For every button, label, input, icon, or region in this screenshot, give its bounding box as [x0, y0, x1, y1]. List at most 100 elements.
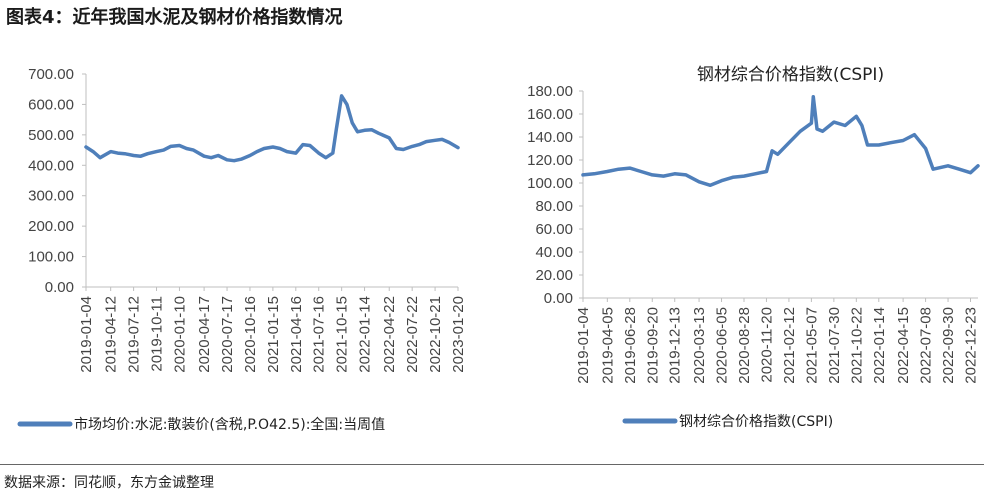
- data-point: [684, 173, 688, 177]
- data-point: [855, 115, 858, 118]
- data-point: [440, 138, 444, 141]
- x-tick-label: 2020-03-13: [691, 307, 708, 384]
- data-point: [931, 168, 935, 171]
- data-point: [210, 156, 213, 159]
- x-tick-label: 2020-07-17: [219, 296, 236, 373]
- x-tick-label: 2022-04-22: [381, 296, 398, 373]
- x-tick-label: 2021-02-12: [781, 307, 798, 384]
- data-point: [155, 150, 158, 153]
- data-point: [639, 170, 643, 173]
- data-point: [673, 172, 676, 175]
- x-tick-label: 2020-01-10: [171, 296, 188, 373]
- y-tick-label: 0.00: [45, 279, 74, 296]
- x-tick-label: 2022-01-14: [871, 307, 888, 384]
- data-point: [662, 174, 665, 178]
- x-tick-label: 2023-01-20: [450, 296, 467, 373]
- data-point: [720, 179, 723, 182]
- x-tick-label: 2021-05-07: [803, 307, 820, 384]
- data-point: [709, 184, 712, 187]
- x-tick-label: 2019-04-12: [103, 296, 120, 373]
- data-point: [225, 158, 229, 161]
- data-point: [810, 122, 813, 125]
- data-point: [84, 145, 88, 149]
- data-point: [308, 144, 312, 147]
- data-point: [425, 140, 428, 143]
- data-point: [262, 147, 266, 150]
- data-point: [821, 130, 824, 133]
- x-tick-label: 2021-10-22: [848, 307, 865, 384]
- data-point: [146, 152, 149, 155]
- data-point: [402, 148, 405, 151]
- x-tick-label: 2021-07-30: [826, 307, 843, 384]
- data-point: [116, 151, 119, 155]
- x-tick-label: 2020-11-20: [758, 307, 775, 383]
- series-line: [84, 94, 460, 163]
- x-tick-label: 2019-12-13: [667, 307, 684, 384]
- data-point: [456, 146, 460, 149]
- data-point: [301, 143, 305, 146]
- data-point: [628, 166, 631, 170]
- data-point: [433, 139, 437, 142]
- data-point: [888, 141, 892, 144]
- x-tick-label: 2019-01-04: [78, 296, 95, 373]
- data-point: [976, 164, 980, 167]
- data-point: [969, 171, 972, 174]
- data-point: [169, 145, 172, 148]
- legend-label: 钢材综合价格指数(CSPI): [679, 414, 833, 430]
- data-point: [370, 128, 373, 131]
- data-point: [294, 151, 297, 155]
- data-point: [860, 124, 864, 127]
- data-point: [185, 147, 188, 150]
- data-point: [317, 151, 320, 155]
- data-point: [109, 150, 112, 153]
- y-tick-label: 80.00: [535, 198, 573, 215]
- data-point: [411, 145, 414, 148]
- data-point: [866, 143, 869, 147]
- data-point: [765, 170, 768, 173]
- y-tick-label: 700.00: [28, 66, 74, 83]
- data-point: [617, 168, 620, 171]
- data-point: [278, 147, 282, 150]
- chart-title: 钢材综合价格指数(CSPI): [697, 65, 884, 85]
- data-point: [285, 150, 289, 153]
- data-point: [271, 145, 275, 149]
- data-point: [340, 94, 343, 98]
- data-point: [248, 154, 252, 157]
- data-point: [192, 148, 195, 152]
- x-tick-label: 2019-09-20: [644, 307, 661, 384]
- data-point: [877, 143, 880, 147]
- data-point: [593, 172, 596, 175]
- x-tick-label: 2022-04-15: [895, 307, 912, 384]
- data-point: [799, 130, 802, 133]
- data-point: [606, 170, 609, 173]
- data-point: [770, 149, 774, 152]
- y-tick-label: 500.00: [28, 127, 74, 144]
- x-tick-label: 2019-07-12: [126, 296, 143, 373]
- data-point: [395, 147, 398, 150]
- data-point: [418, 143, 421, 146]
- x-tick-label: 2021-10-15: [334, 296, 351, 373]
- data-point: [958, 168, 961, 171]
- y-tick-label: 400.00: [28, 157, 74, 174]
- data-point: [787, 141, 791, 144]
- series-line: [581, 95, 980, 188]
- data-point: [901, 139, 905, 142]
- y-tick-label: 180.00: [527, 83, 573, 100]
- x-tick-label: 2021-04-16: [288, 296, 305, 373]
- x-tick-label: 2020-08-28: [736, 307, 753, 384]
- data-point: [832, 120, 836, 124]
- data-point: [202, 155, 206, 158]
- data-point: [776, 153, 779, 156]
- y-tick-label: 0.00: [544, 290, 573, 307]
- data-point: [356, 130, 359, 133]
- data-point: [946, 164, 950, 167]
- y-tick-label: 200.00: [28, 218, 74, 235]
- data-source: 数据来源：同花顺，东方金诚整理: [4, 475, 214, 491]
- y-tick-label: 100.00: [527, 175, 573, 192]
- data-point: [139, 155, 142, 158]
- data-point: [388, 136, 391, 140]
- data-point: [913, 133, 916, 136]
- figure-title: 图表4：近年我国水泥及钢材价格指数情况: [6, 7, 343, 28]
- cement-price-chart: 0.00 100.00 200.00 300.00 400.00 500.00 600.00…: [17, 66, 467, 433]
- y-tick-label: 100.00: [28, 249, 74, 266]
